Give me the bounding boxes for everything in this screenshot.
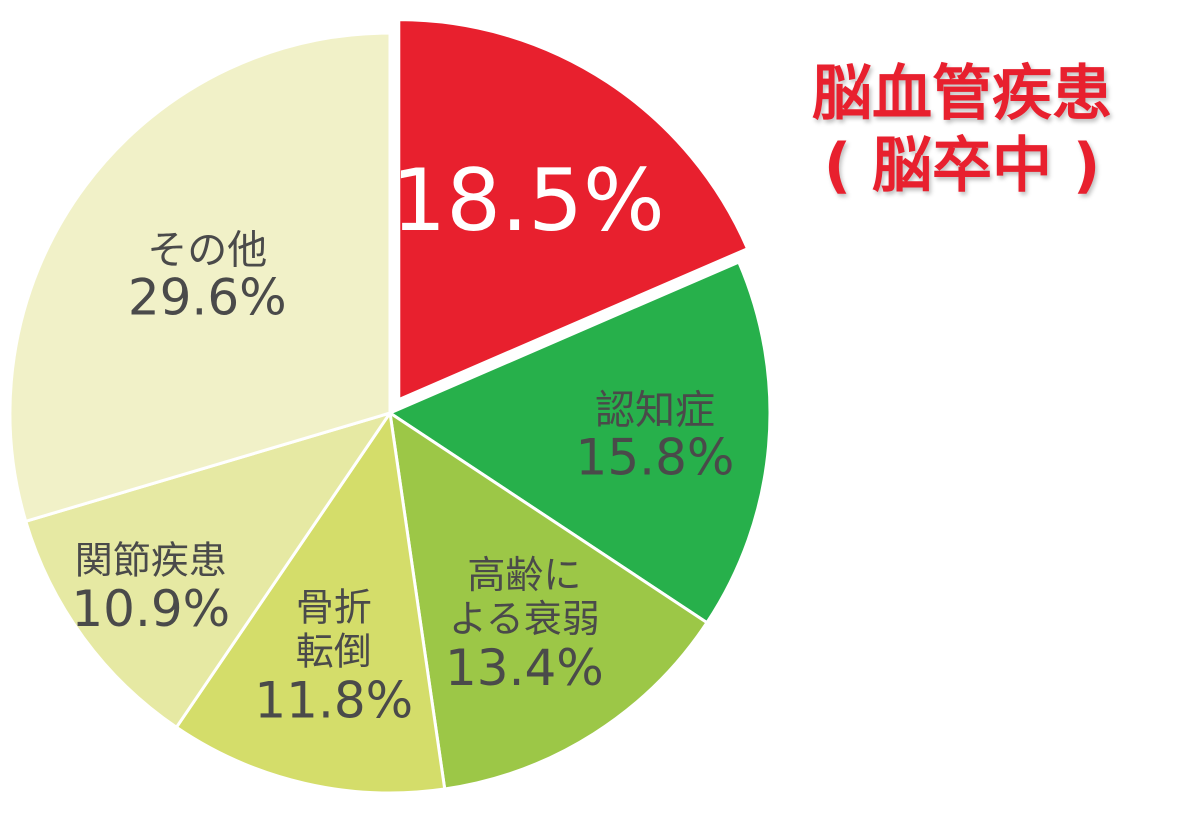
- pie-slice-4: [174, 408, 447, 795]
- slice-label-3-line-2: よる衰弱: [449, 597, 600, 641]
- pie-slices: [8, 18, 772, 795]
- slice-label-3-line-1: 高齢に: [467, 553, 581, 597]
- pie-slice-1: [397, 18, 750, 402]
- slice-label-4-line-1: 骨折: [296, 586, 372, 630]
- callout-line-2: ( 脳卒中 ): [823, 131, 1101, 201]
- pie-slice-2: [386, 260, 772, 625]
- pie-slice-3: [388, 409, 710, 791]
- slice-label-5-line-1: 関節疾患: [75, 538, 227, 582]
- slice-label-4-line-2: 転倒: [296, 630, 372, 674]
- slice-value-4: 11.8%: [254, 671, 413, 729]
- slice-value-3: 13.4%: [445, 639, 604, 697]
- callout-line-1: 脳血管疾患: [812, 59, 1112, 129]
- pie-slice-5: [23, 410, 394, 730]
- slice-label-2-line-1: 認知症: [595, 387, 715, 433]
- slice-label-6-line-1: その他: [147, 228, 267, 274]
- slice-value-2: 15.8%: [576, 428, 735, 486]
- slice-value-6: 29.6%: [128, 269, 287, 327]
- highlight-callout: 脳血管疾患 ( 脳卒中 ): [752, 58, 1172, 202]
- slice-value-1: 18.5%: [392, 151, 665, 251]
- slice-value-5: 10.9%: [71, 580, 230, 638]
- pie-slice-6: [8, 31, 392, 524]
